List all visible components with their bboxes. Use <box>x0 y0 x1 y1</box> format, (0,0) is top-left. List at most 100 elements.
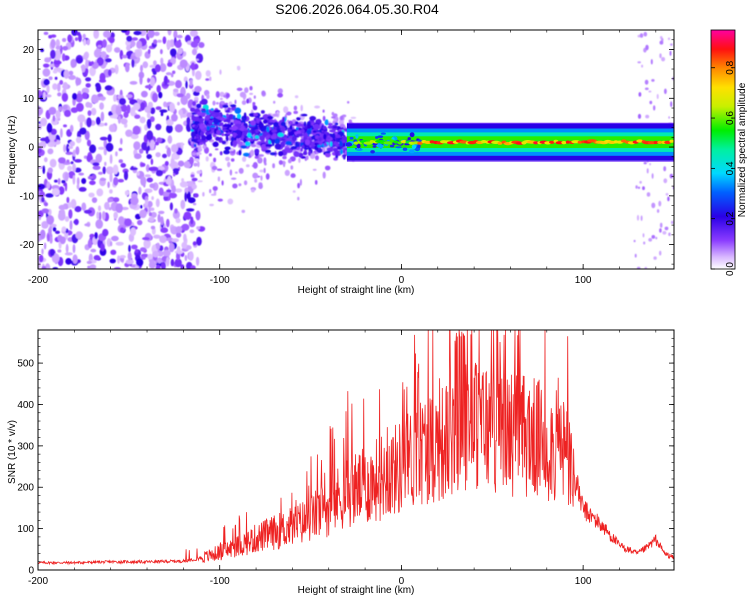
carrier-blob <box>349 136 354 140</box>
noise-blob <box>175 217 181 224</box>
noise-blob <box>72 149 76 157</box>
noise-blob <box>77 114 86 123</box>
colorbar-tick-label: 0.0 <box>725 262 736 276</box>
carrier-core <box>369 140 375 144</box>
noise-blob <box>236 87 243 92</box>
noise-blob <box>43 31 49 35</box>
noise-blob <box>60 128 63 138</box>
noise-blob <box>131 244 138 250</box>
noise-blob <box>171 144 179 153</box>
cluster-blob <box>265 149 271 154</box>
noise-blob <box>44 58 51 63</box>
noise-blob <box>661 57 666 62</box>
noise-blob <box>52 69 58 74</box>
cluster-blob <box>274 143 282 150</box>
cluster-blob <box>242 138 247 142</box>
cluster-blob <box>247 132 252 138</box>
noise-blob <box>229 169 233 176</box>
noise-blob <box>61 92 69 102</box>
cluster-blob <box>306 129 312 135</box>
noise-blob <box>231 177 237 180</box>
cluster-blob <box>208 120 212 125</box>
noise-blob <box>99 102 104 110</box>
carrier-core <box>669 139 674 143</box>
cluster-blob <box>267 115 274 120</box>
noise-blob <box>188 251 194 261</box>
y-tick-label: 100 <box>17 524 34 535</box>
noise-blob <box>258 154 264 157</box>
noise-blob <box>185 92 191 100</box>
cluster-blob <box>195 133 200 137</box>
noise-blob <box>76 184 80 190</box>
carrier-core <box>533 141 539 145</box>
noise-blob <box>322 115 326 122</box>
noise-blob <box>57 249 62 253</box>
cluster-blob <box>269 119 275 123</box>
noise-blob <box>638 92 642 97</box>
noise-blob <box>142 61 149 69</box>
noise-blob <box>54 179 58 183</box>
noise-blob <box>117 178 125 183</box>
cluster-blob <box>300 147 303 152</box>
noise-blob <box>157 250 164 257</box>
noise-blob <box>191 62 195 71</box>
carrier-blob <box>356 143 361 149</box>
noise-blob <box>99 136 108 141</box>
cluster-blob <box>225 109 231 113</box>
noise-blob <box>104 58 112 63</box>
noise-blob <box>40 137 49 142</box>
noise-blob <box>263 157 267 165</box>
noise-blob <box>95 219 103 229</box>
spectrogram-noise <box>38 30 674 269</box>
noise-blob <box>282 155 287 160</box>
noise-blob <box>667 37 671 41</box>
cluster-blob <box>326 147 333 151</box>
noise-blob <box>160 49 163 55</box>
noise-blob <box>99 72 106 83</box>
cluster-blob <box>251 130 256 134</box>
noise-blob <box>225 102 228 106</box>
cluster-blob <box>274 138 281 144</box>
noise-blob <box>102 228 109 237</box>
noise-blob <box>637 186 641 189</box>
noise-blob <box>139 148 144 154</box>
cluster-blob <box>254 148 260 154</box>
y-tick-label: -10 <box>20 191 35 202</box>
cluster-blob <box>254 135 260 139</box>
noise-blob <box>348 119 353 124</box>
cluster-blob <box>269 152 277 156</box>
noise-blob <box>649 100 653 105</box>
noise-blob <box>96 188 104 197</box>
noise-blob <box>167 30 172 36</box>
noise-blob <box>75 93 83 103</box>
noise-blob <box>133 102 141 111</box>
noise-blob <box>57 92 62 97</box>
noise-blob <box>98 211 102 221</box>
noise-blob <box>98 96 106 101</box>
noise-blob <box>180 199 186 210</box>
noise-blob <box>259 169 264 173</box>
noise-blob <box>72 244 76 254</box>
noise-blob <box>160 216 164 226</box>
noise-blob <box>637 34 641 38</box>
noise-blob <box>88 192 95 198</box>
noise-blob <box>72 163 76 173</box>
noise-blob <box>140 101 145 111</box>
noise-blob <box>67 34 73 43</box>
noise-blob <box>166 189 172 193</box>
noise-blob <box>146 154 152 160</box>
noise-blob <box>70 198 77 209</box>
figure-title: S206.2026.064.05.30.R04 <box>275 1 439 17</box>
noise-blob <box>104 85 113 91</box>
noise-blob <box>38 124 42 130</box>
noise-blob <box>322 171 326 179</box>
noise-blob <box>324 165 331 171</box>
noise-blob <box>191 152 197 156</box>
noise-blob <box>53 60 62 65</box>
carrier-blob <box>372 145 377 148</box>
noise-blob <box>62 104 68 110</box>
noise-blob <box>49 249 55 257</box>
noise-blob <box>107 134 112 143</box>
noise-blob <box>148 212 152 217</box>
cluster-blob <box>334 122 339 126</box>
